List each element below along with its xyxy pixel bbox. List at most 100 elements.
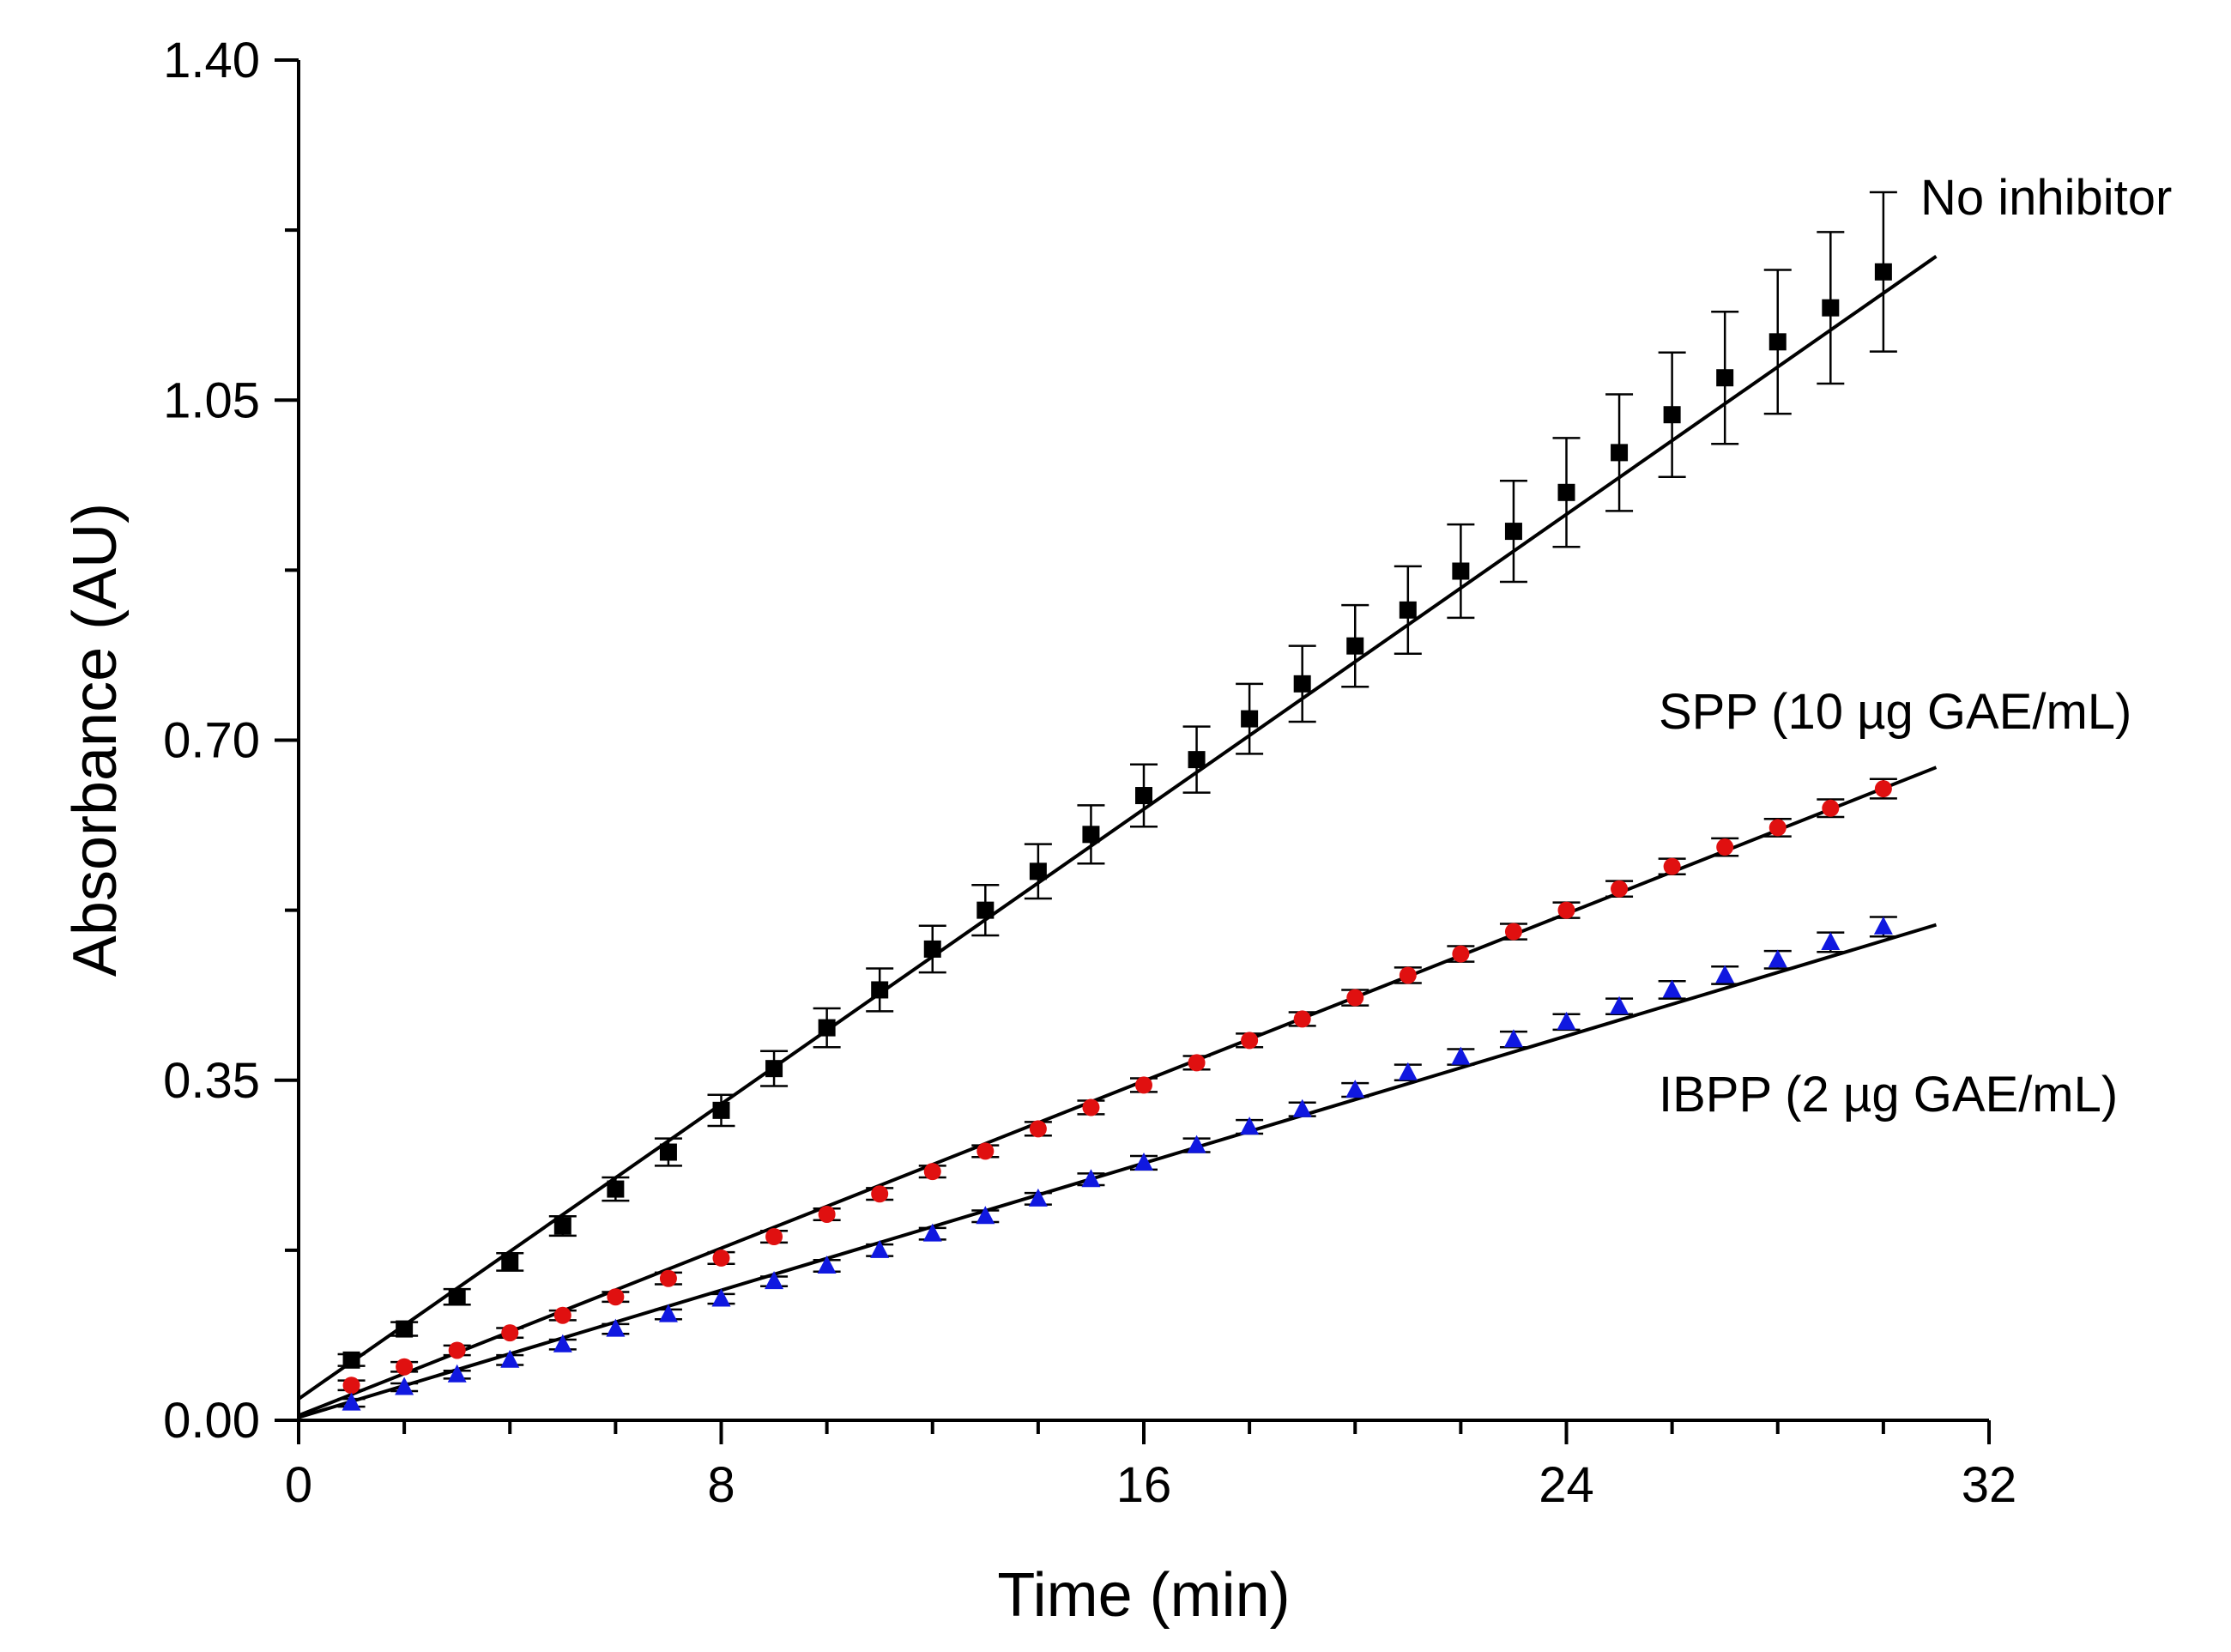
data-point — [1293, 675, 1311, 693]
data-point — [1399, 966, 1417, 984]
data-point — [501, 1253, 519, 1271]
series-0 — [297, 191, 1938, 1401]
data-point — [1768, 819, 1787, 837]
data-point — [1241, 710, 1259, 728]
data-point — [396, 1320, 414, 1338]
data-point — [1399, 601, 1417, 619]
data-point — [712, 1101, 730, 1119]
data-point — [818, 1205, 836, 1223]
data-point — [1346, 989, 1364, 1007]
data-point — [765, 1060, 783, 1078]
data-point — [1663, 857, 1681, 875]
data-point — [1292, 1098, 1312, 1117]
x-axis-ticks: 0 8 16 24 32 — [285, 1420, 2016, 1513]
data-point — [1716, 369, 1734, 387]
data-point — [1874, 263, 1892, 281]
series-1 — [298, 765, 1938, 1418]
data-point — [1135, 1076, 1152, 1094]
x-tick-label: 0 — [285, 1457, 312, 1513]
data-point — [1134, 1152, 1153, 1171]
data-point — [1346, 637, 1364, 655]
data-point — [711, 1288, 731, 1307]
data-point — [500, 1349, 520, 1368]
data-point — [922, 1223, 942, 1242]
data-point — [1504, 923, 1522, 941]
data-point — [870, 1239, 890, 1258]
x-tick-label: 16 — [1116, 1457, 1172, 1513]
data-point — [1452, 562, 1470, 580]
data-point — [1611, 444, 1629, 462]
data-point — [1715, 965, 1735, 983]
data-point — [1241, 1032, 1259, 1050]
data-point — [976, 1206, 995, 1225]
data-point — [871, 1185, 889, 1203]
data-point — [501, 1324, 519, 1342]
series-2 — [298, 916, 1938, 1419]
data-point — [607, 1180, 625, 1198]
data-point — [871, 981, 889, 999]
data-point — [1768, 333, 1787, 351]
data-point — [1611, 880, 1629, 898]
data-point — [553, 1334, 572, 1352]
series-label-ibpp: IBPP (2 µg GAE/mL) — [1659, 1067, 2118, 1123]
data-point — [448, 1288, 466, 1306]
x-tick-label: 8 — [707, 1457, 735, 1513]
data-point — [659, 1143, 677, 1161]
data-point — [1345, 1080, 1365, 1098]
data-point — [1188, 1054, 1206, 1072]
data-point — [976, 1142, 995, 1160]
data-point — [1663, 406, 1681, 424]
data-point — [1557, 901, 1575, 919]
data-point — [1081, 1169, 1101, 1188]
data-point — [1293, 1010, 1311, 1028]
data-point — [553, 1306, 571, 1324]
y-tick-label: 0.35 — [163, 1053, 260, 1109]
data-point — [607, 1288, 625, 1306]
data-point — [1187, 1135, 1206, 1153]
y-tick-label: 1.40 — [163, 33, 260, 88]
data-point — [1135, 787, 1152, 805]
fit-line — [297, 255, 1938, 1401]
data-point — [1821, 931, 1841, 950]
x-axis-title: Time (min) — [997, 1561, 1290, 1630]
data-point — [342, 1377, 360, 1395]
fit-line — [298, 765, 1938, 1418]
data-point — [1662, 979, 1682, 998]
data-point — [1082, 1098, 1100, 1116]
data-point — [1029, 862, 1047, 880]
data-point — [923, 1163, 941, 1181]
data-point — [976, 901, 995, 919]
data-point — [396, 1358, 414, 1376]
data-point — [1082, 826, 1100, 844]
data-point — [342, 1392, 361, 1411]
data-point — [1768, 949, 1787, 968]
data-point — [553, 1217, 571, 1235]
data-point — [817, 1255, 837, 1274]
data-point — [1822, 799, 1840, 817]
y-axis-ticks: 0.00 0.35 0.70 1.05 1.40 — [163, 33, 299, 1449]
data-point — [1504, 523, 1522, 541]
data-point — [765, 1271, 784, 1290]
x-tick-label: 32 — [1962, 1457, 2017, 1513]
data-point — [1398, 1062, 1418, 1080]
data-point — [395, 1377, 414, 1395]
data-point — [1610, 995, 1629, 1014]
series-label-spp: SPP (10 µg GAE/mL) — [1659, 684, 2131, 740]
data-point — [658, 1304, 678, 1322]
data-point — [1716, 838, 1734, 856]
data-point — [606, 1318, 626, 1337]
data-point — [447, 1364, 467, 1383]
y-tick-label: 0.70 — [163, 713, 260, 769]
y-axis-title: Absorbance (AU) — [61, 503, 130, 977]
data-point — [1873, 916, 1893, 935]
data-point — [923, 940, 941, 958]
data-point — [1029, 1120, 1047, 1138]
data-point — [765, 1228, 783, 1246]
data-point — [1874, 780, 1892, 798]
data-point — [1240, 1116, 1260, 1135]
data-point — [1557, 483, 1575, 501]
data-point — [1503, 1029, 1523, 1048]
data-point — [818, 1019, 836, 1037]
y-tick-label: 0.00 — [163, 1393, 260, 1449]
